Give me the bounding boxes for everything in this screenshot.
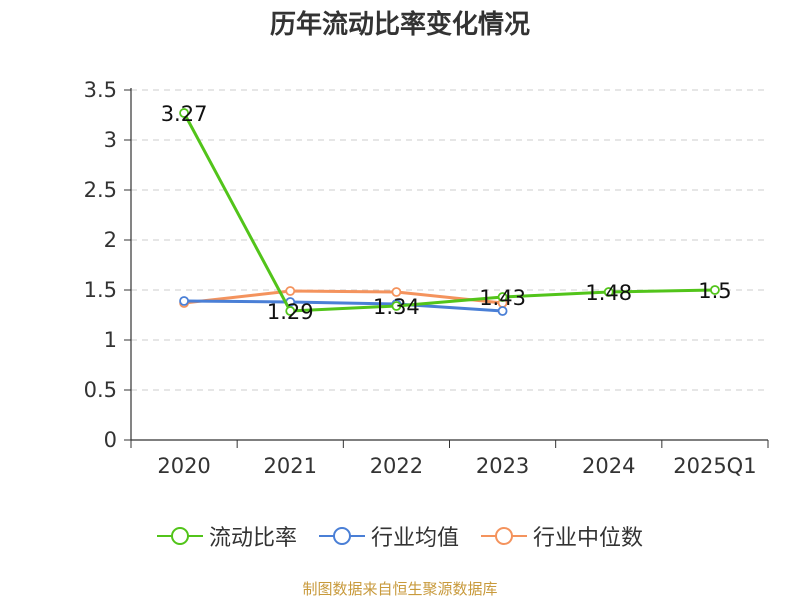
data-point[interactable] <box>497 306 508 316</box>
legend-item-current-ratio[interactable]: 流动比率 <box>156 520 297 552</box>
data-point[interactable] <box>391 287 402 297</box>
series-line <box>182 112 715 313</box>
data-label: 1.5 <box>698 279 731 303</box>
x-tick-label: 2021 <box>264 454 317 478</box>
y-tick-label: 0 <box>104 428 117 452</box>
grid-layer <box>131 89 768 391</box>
data-point[interactable] <box>179 296 189 306</box>
data-point[interactable] <box>285 286 296 296</box>
data-label: 1.43 <box>479 286 526 310</box>
data-point[interactable] <box>391 301 402 311</box>
legend-marker-current-ratio-icon <box>156 527 203 545</box>
legend-marker-industry-median-icon <box>481 527 527 545</box>
data-label: 1.48 <box>585 281 632 305</box>
data-point[interactable] <box>179 108 189 118</box>
axis-layer: 0 0.5 1 1.5 2 2.5 3 3.5 2020 2021 2022 2023 2024 2025… <box>84 78 769 478</box>
source-note: 制图数据来自恒生聚源数据库 <box>302 580 498 598</box>
y-tick-label: 0.5 <box>84 378 117 402</box>
x-tick-label: 2024 <box>582 454 635 478</box>
data-label: 3.27 <box>161 102 208 126</box>
x-tick-label: 2022 <box>370 454 423 478</box>
x-tick-label: 2025Q1 <box>673 454 756 478</box>
series-line <box>184 299 503 313</box>
data-point[interactable] <box>497 292 508 302</box>
legend-item-industry-mean[interactable]: 行业均值 <box>318 520 459 552</box>
y-tick-label: 1 <box>104 328 117 352</box>
data-point[interactable] <box>603 287 614 297</box>
y-tick-label: 1.5 <box>84 278 117 302</box>
y-tick-label: 3 <box>104 128 117 152</box>
x-tick-label: 2023 <box>476 454 529 478</box>
data-point[interactable] <box>710 285 720 295</box>
series-layer <box>179 108 720 316</box>
legend-label-industry-median: 行业中位数 <box>533 526 644 551</box>
label-layer: 3.27 1.29 1.34 1.43 1.48 1.5 <box>161 102 732 324</box>
series-line <box>183 289 503 305</box>
y-tick-label: 2.5 <box>84 178 117 202</box>
x-tick-label: 2020 <box>157 454 210 478</box>
legend: 流动比率 行业均值 行业中位数 <box>0 520 800 552</box>
legend-item-industry-median[interactable]: 行业中位数 <box>481 520 643 552</box>
y-tick-label: 2 <box>104 228 117 252</box>
legend-label-current-ratio: 流动比率 <box>208 526 297 551</box>
chart-title: 历年流动比率变化情况 <box>269 10 530 40</box>
legend-label-industry-mean: 行业均值 <box>370 526 459 551</box>
data-label: 1.29 <box>267 300 314 324</box>
y-tick-label: 3.5 <box>84 78 117 102</box>
data-label: 1.34 <box>373 295 420 319</box>
legend-marker-industry-mean-icon <box>318 527 365 545</box>
data-point[interactable] <box>285 306 296 316</box>
